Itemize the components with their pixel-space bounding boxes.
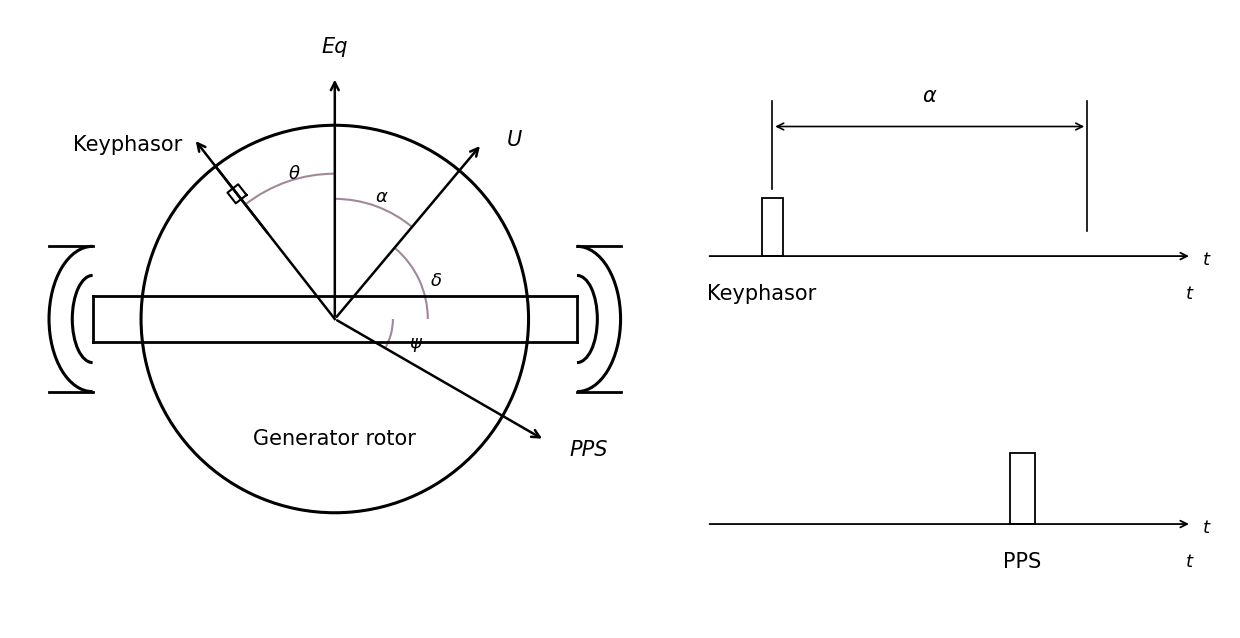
Text: δ: δ: [432, 272, 443, 290]
Text: t: t: [1187, 553, 1193, 570]
Text: Eq: Eq: [321, 38, 348, 57]
Text: t: t: [1203, 251, 1210, 269]
Text: Keyphasor: Keyphasor: [707, 284, 816, 304]
Bar: [1009, 453, 1034, 524]
Text: α: α: [376, 188, 387, 206]
Text: t: t: [1203, 519, 1210, 537]
Text: ψ: ψ: [409, 334, 422, 352]
Text: PPS: PPS: [1003, 552, 1042, 572]
Text: PPS: PPS: [569, 440, 609, 460]
Bar: [761, 198, 782, 256]
Text: U: U: [507, 130, 522, 150]
Text: θ: θ: [288, 165, 299, 183]
Text: Generator rotor: Generator rotor: [253, 429, 417, 449]
Text: α: α: [923, 85, 936, 106]
Text: t: t: [1187, 285, 1193, 302]
Text: Keyphasor: Keyphasor: [73, 135, 182, 154]
